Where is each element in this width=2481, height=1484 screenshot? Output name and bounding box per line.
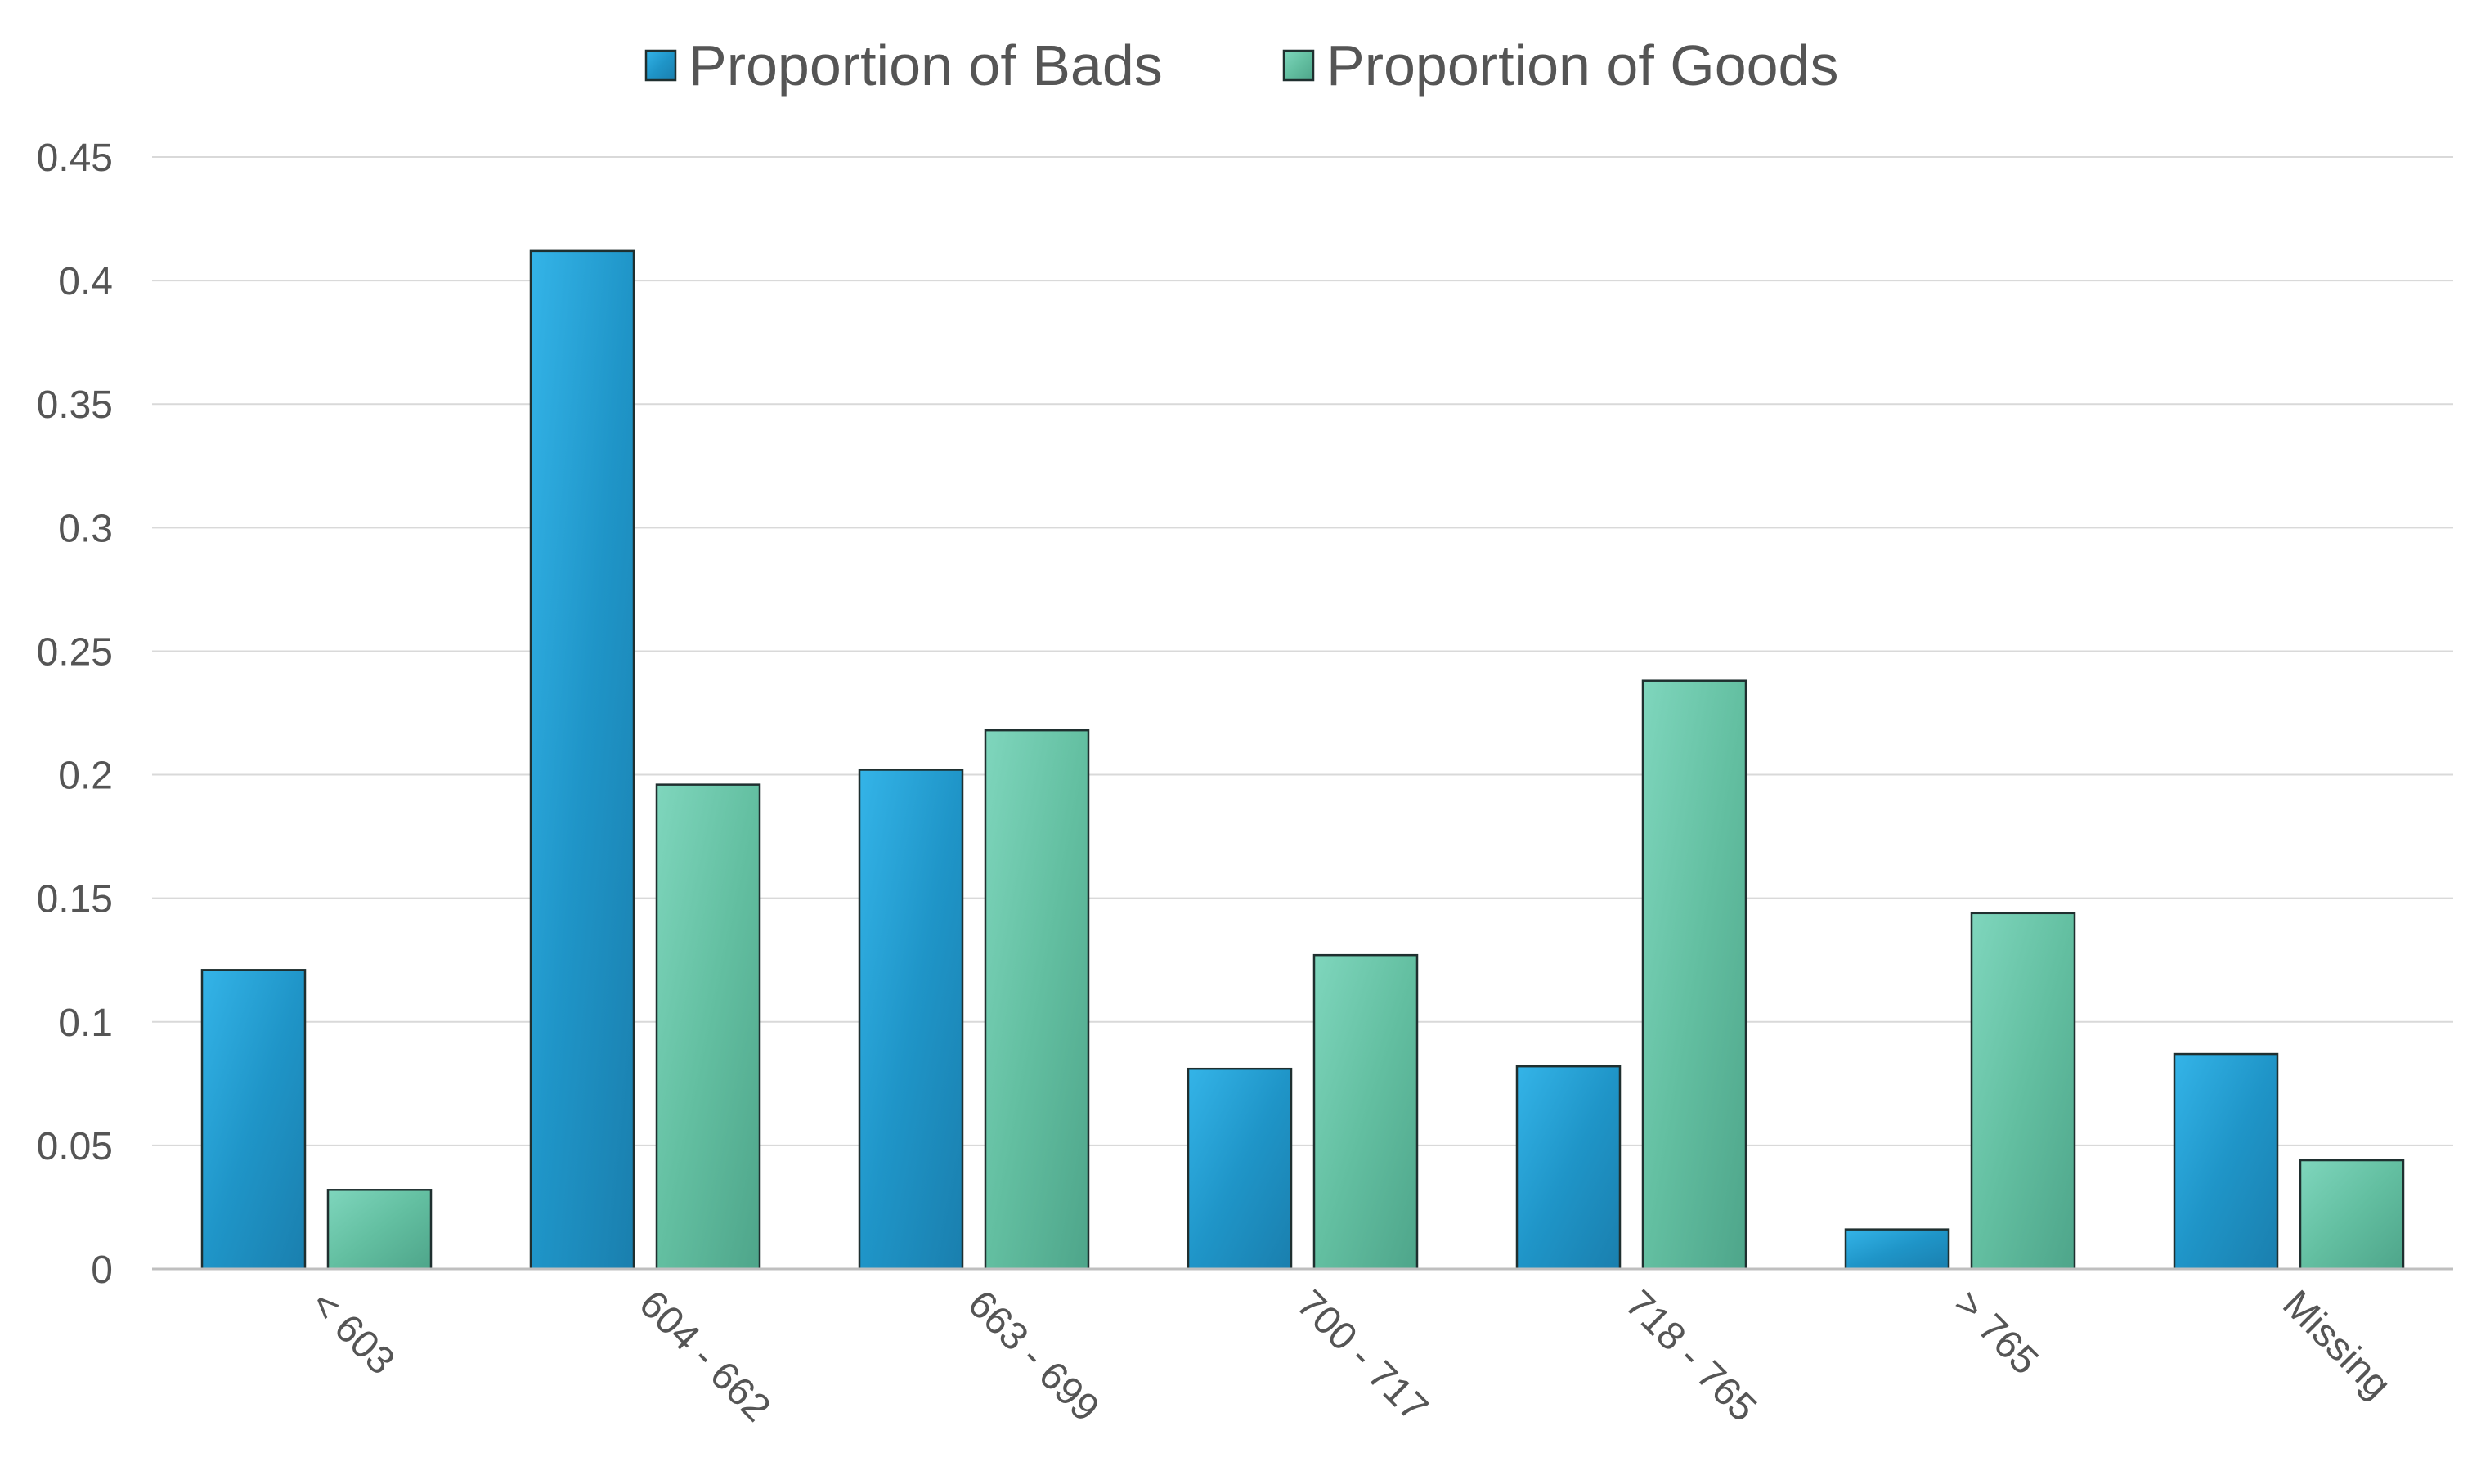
bars xyxy=(200,249,2405,1271)
x-category-label: Missing xyxy=(2274,1282,2399,1407)
bar-bads xyxy=(858,769,964,1271)
y-tick-label: 0.45 xyxy=(37,137,113,180)
y-axis-ticks: 0 0.05 0.1 0.15 0.2 0.25 0.3 0.35 0.4 0.45 xyxy=(37,137,113,1292)
legend-swatch xyxy=(1282,49,1315,82)
y-tick-label: 0.2 xyxy=(58,755,113,798)
bar-bads xyxy=(1844,1228,1950,1271)
x-category-label: < 603 xyxy=(302,1282,402,1383)
bar-bads xyxy=(1515,1065,1622,1271)
x-axis-categories: < 603 604 - 662 663 - 699 700 - 717 718 - 76… xyxy=(302,1282,2399,1430)
bar-goods xyxy=(326,1189,433,1271)
bar-bads xyxy=(2173,1052,2279,1271)
y-tick-label: 0.35 xyxy=(37,383,113,427)
x-category-label: 663 - 699 xyxy=(959,1282,1107,1430)
y-tick-label: 0.4 xyxy=(58,260,113,303)
legend-swatch xyxy=(644,49,677,82)
gridlines xyxy=(152,156,2453,1146)
x-category-label: 700 - 717 xyxy=(1288,1282,1436,1430)
x-category-label: 604 - 662 xyxy=(630,1282,778,1430)
bar-goods xyxy=(984,729,1090,1271)
x-category-label: 718 - 765 xyxy=(1617,1282,1765,1430)
y-tick-label: 0 xyxy=(91,1249,113,1292)
y-tick-label: 0.05 xyxy=(37,1125,113,1168)
bar-bads xyxy=(200,969,307,1271)
legend-label: Proportion of Bads xyxy=(689,34,1163,97)
bar-goods xyxy=(1312,953,1419,1271)
bar-goods xyxy=(1970,912,2076,1271)
legend: Proportion of Bads Proportion of Goods xyxy=(644,34,1838,97)
x-category-label: > 765 xyxy=(1945,1282,2046,1383)
y-tick-label: 0.15 xyxy=(37,878,113,921)
y-tick-label: 0.1 xyxy=(58,1002,113,1045)
bar-goods xyxy=(655,783,761,1271)
bar-goods xyxy=(1641,679,1747,1271)
bar-bads xyxy=(1187,1067,1293,1271)
bar-goods xyxy=(2299,1159,2405,1271)
y-tick-label: 0.3 xyxy=(58,507,113,550)
y-tick-label: 0.25 xyxy=(37,630,113,674)
legend-label: Proportion of Goods xyxy=(1326,34,1838,97)
bar-bads xyxy=(529,249,635,1271)
